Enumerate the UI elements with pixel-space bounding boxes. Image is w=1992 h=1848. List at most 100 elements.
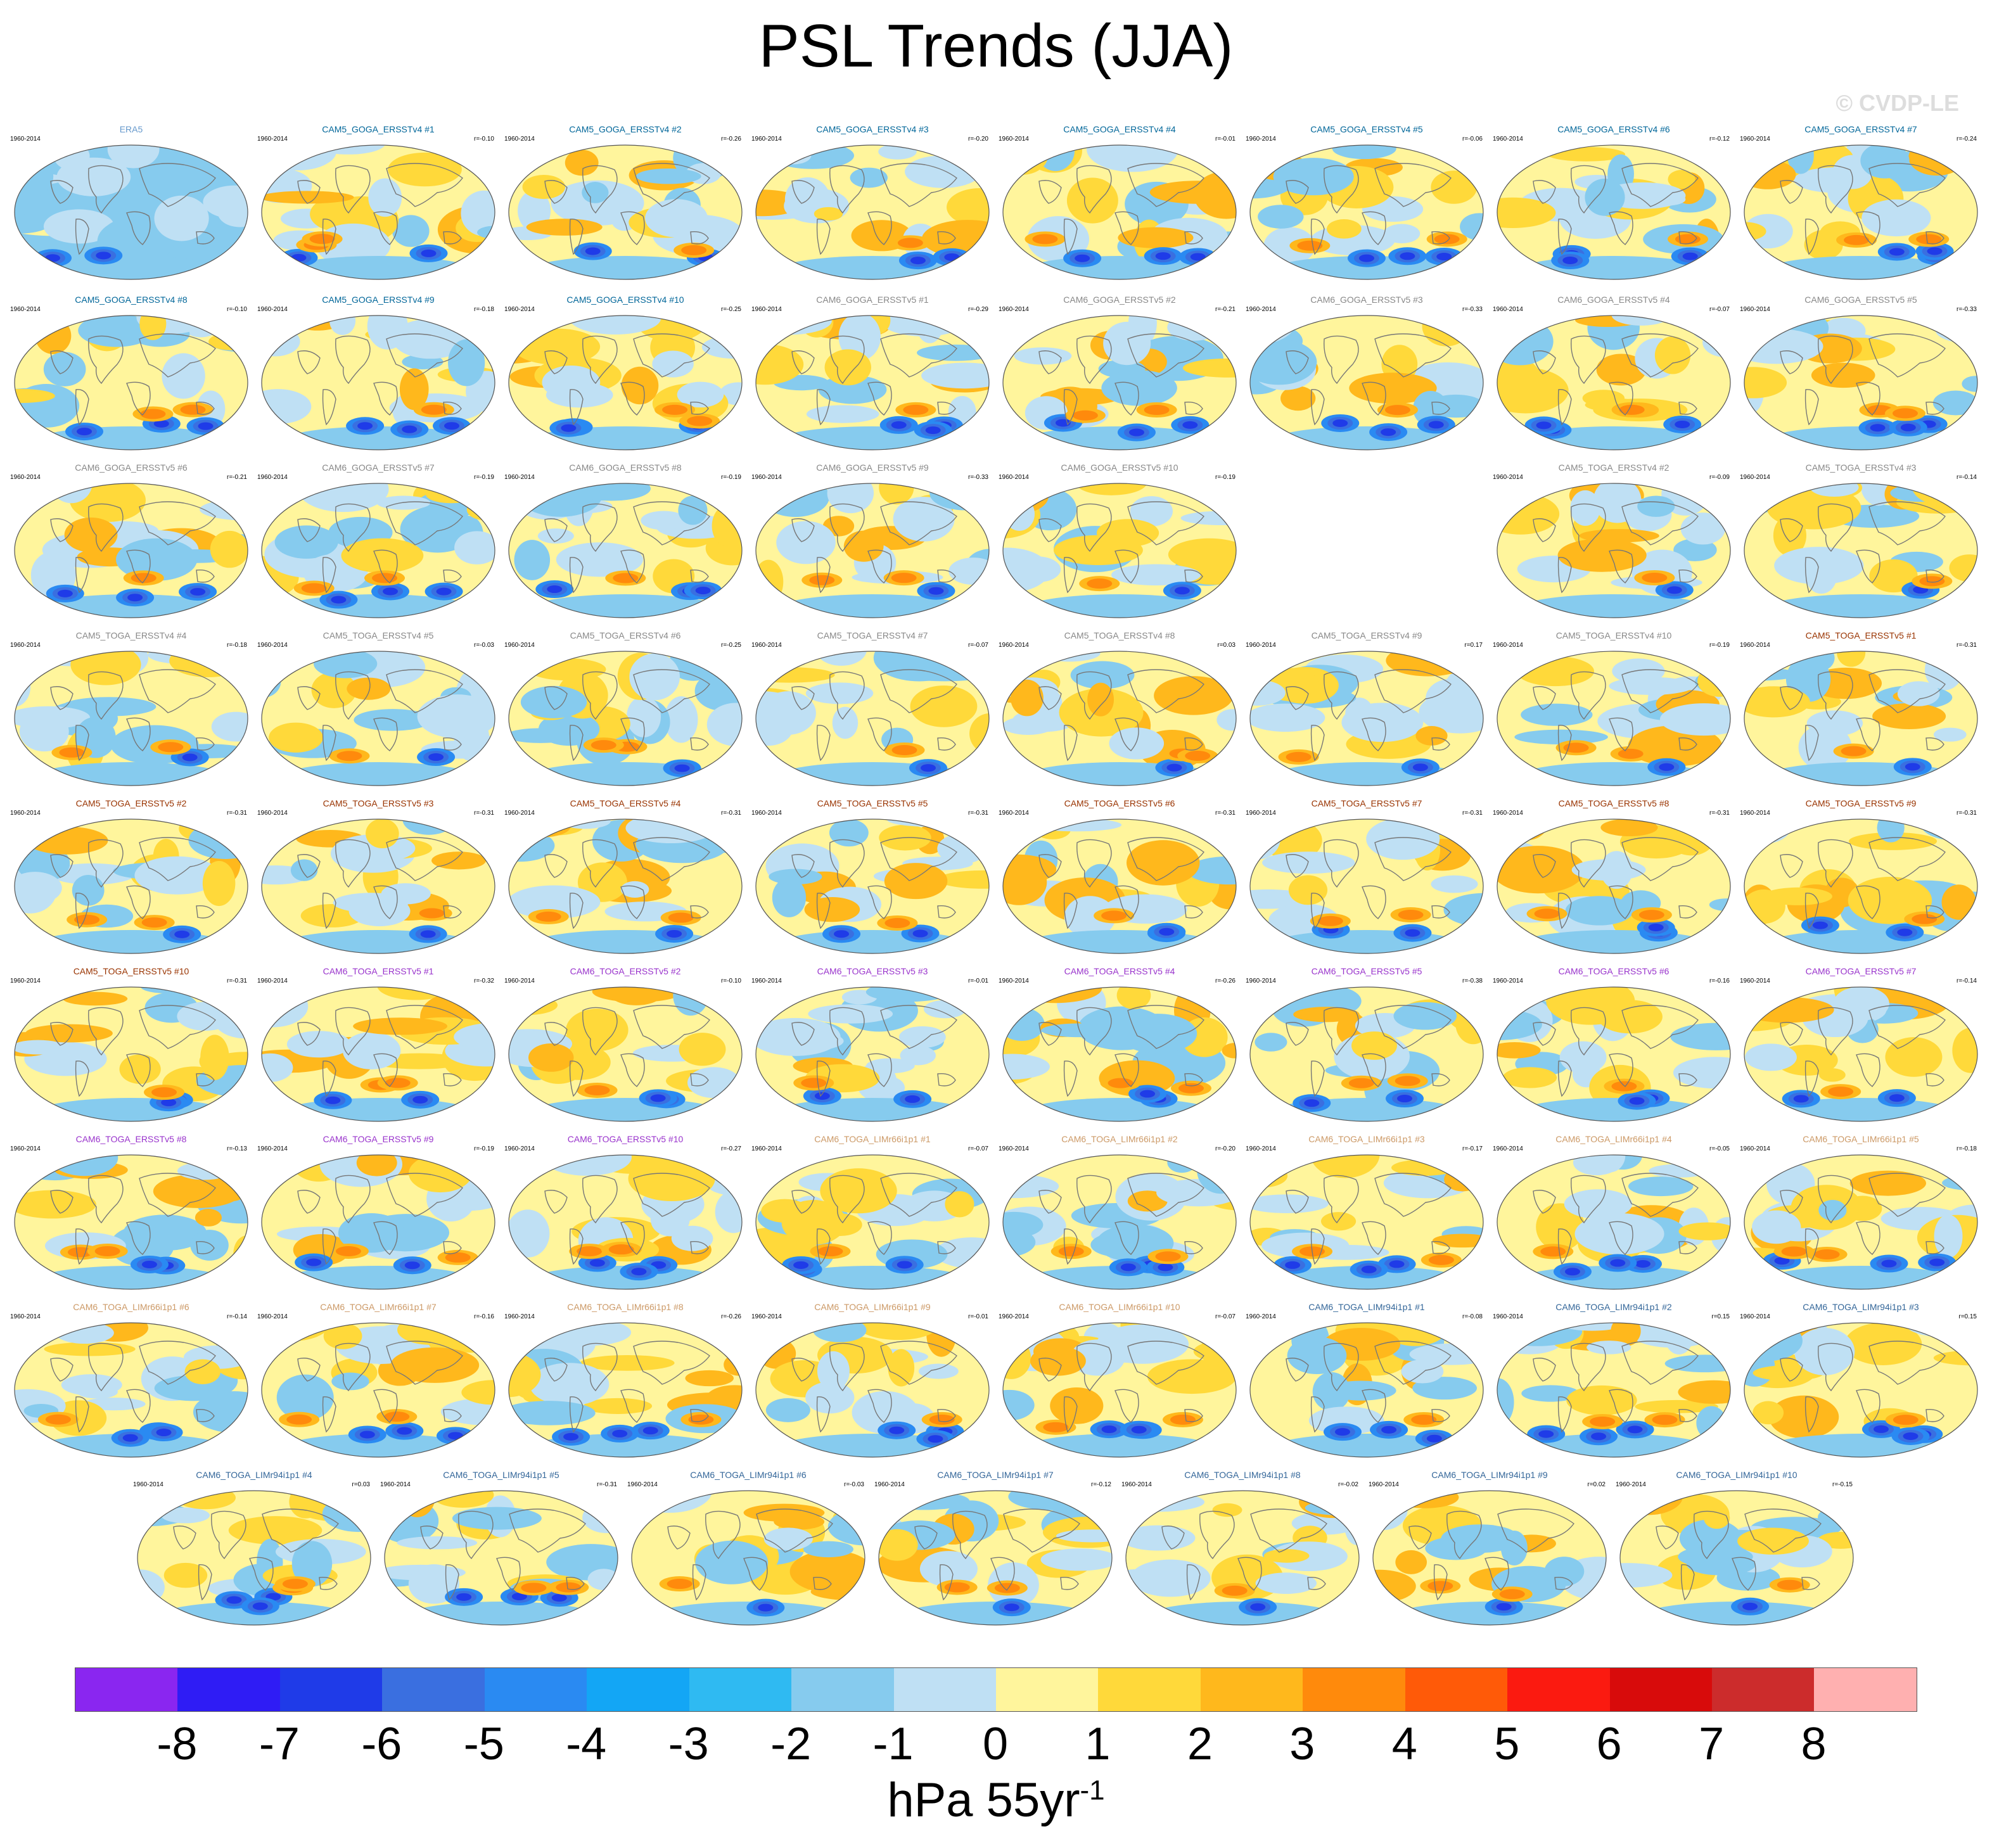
trend-blob — [814, 207, 843, 221]
coastline — [88, 1342, 124, 1392]
trend-blob — [1216, 709, 1236, 731]
trend-low — [920, 764, 936, 772]
panel-period: 1960-2014 — [1740, 642, 1770, 649]
trend-low — [905, 1095, 921, 1103]
coastline — [633, 1173, 710, 1217]
trend-high — [903, 404, 929, 415]
coastline — [1818, 503, 1853, 552]
trend-low — [667, 929, 682, 938]
map-panel: CAM6_GOGA_ERSSTv5 #1 1960-2014 r=-0.29 — [749, 295, 996, 461]
trend-low — [1250, 1603, 1266, 1611]
trend-blob — [869, 1076, 905, 1099]
trend-blob — [1753, 1401, 1784, 1425]
panel-title: CAM6_TOGA_LIMr66i1p1 #9 — [814, 1302, 931, 1312]
trend-low — [563, 1432, 579, 1441]
panel-title: CAM5_TOGA_ERSSTv4 #3 — [1805, 462, 1917, 473]
trend-blob — [678, 495, 708, 525]
trend-high — [591, 740, 616, 751]
coastline — [1868, 1005, 1946, 1049]
trend-blob — [1678, 1222, 1730, 1240]
coastline — [445, 1564, 459, 1601]
trend-high — [1434, 234, 1460, 245]
panel-correlation: r=-0.18 — [227, 642, 247, 649]
coastline — [1557, 557, 1572, 594]
coastline — [1127, 837, 1204, 881]
panel-title: CAM6_TOGA_LIMr66i1p1 #2 — [1061, 1134, 1178, 1144]
coastline — [880, 333, 957, 378]
trend-blob — [1745, 1043, 1797, 1071]
trend-low — [1334, 1428, 1350, 1436]
map-border — [261, 651, 495, 786]
panel-period: 1960-2014 — [504, 474, 535, 481]
coastline — [1856, 717, 1880, 751]
trend-blob — [1255, 1033, 1287, 1052]
map-panel: CAM5_TOGA_ERSSTv4 #3 1960-2014 r=-0.14 — [1737, 462, 1984, 628]
panel-period: 1960-2014 — [1493, 474, 1523, 481]
trend-low — [1905, 763, 1920, 771]
map-border — [1002, 315, 1237, 450]
map-panel: CAM6_TOGA_LIMr94i1p1 #6 1960-2014 r=-0.03 — [625, 1470, 872, 1636]
panel-title: CAM6_TOGA_ERSSTv5 #2 — [570, 966, 681, 976]
coastline — [829, 335, 865, 385]
trend-map — [508, 651, 743, 786]
panel-period: 1960-2014 — [1740, 306, 1770, 313]
map-border — [14, 483, 248, 618]
coastline — [569, 557, 584, 594]
coastline — [1310, 1228, 1325, 1265]
map-panel: CAM5_TOGA_ERSSTv4 #6 1960-2014 r=-0.25 — [502, 630, 749, 796]
trend-map — [14, 819, 248, 954]
trend-blob — [1064, 896, 1116, 938]
trend-map — [1002, 819, 1237, 954]
map-panel: CAM6_TOGA_LIMr94i1p1 #10 1960-2014 r=-0.15 — [1613, 1470, 1860, 1636]
trend-blob — [279, 426, 478, 450]
panel-title: CAM5_TOGA_ERSSTv5 #3 — [322, 798, 434, 808]
panel-title: CAM5_GOGA_ERSSTv4 #1 — [322, 124, 435, 134]
trend-blob — [1704, 987, 1730, 998]
trend-high — [577, 1246, 603, 1257]
trend-map — [1744, 144, 1978, 280]
trend-blob — [957, 660, 989, 677]
colorbar-tick-label: -7 — [259, 1719, 300, 1769]
trend-blob — [262, 389, 312, 424]
panel-title: CAM6_TOGA_ERSSTv5 #4 — [1064, 966, 1175, 976]
trend-low — [1627, 1425, 1643, 1434]
coastline — [544, 350, 568, 374]
trend-blob — [606, 987, 667, 1005]
coastline — [139, 1173, 216, 1217]
trend-low — [511, 1593, 527, 1601]
colorbar-segment — [893, 1668, 996, 1711]
coastline — [126, 717, 151, 751]
trend-map — [261, 144, 495, 280]
trend-low — [1426, 1434, 1442, 1443]
coastline — [829, 671, 865, 720]
trend-blob — [1934, 1214, 1963, 1258]
map-border — [14, 651, 248, 786]
coastline — [1818, 1175, 1853, 1224]
map-panel: CAM6_TOGA_ERSSTv5 #2 1960-2014 r=-0.10 — [502, 966, 749, 1132]
trend-map — [261, 819, 495, 954]
coastline — [1680, 1564, 1695, 1601]
trend-blob — [1585, 178, 1625, 216]
trend-map — [1249, 144, 1484, 280]
trend-blob — [626, 696, 661, 737]
trend-blob — [1680, 513, 1726, 545]
trend-blob — [770, 145, 855, 169]
trend-blob — [687, 1067, 741, 1099]
trend-high — [891, 745, 917, 756]
coastline — [1557, 1396, 1572, 1433]
panel-correlation: r=-0.31 — [721, 810, 741, 817]
coastline — [1431, 231, 1450, 245]
trend-map — [1497, 1322, 1731, 1458]
trend-blob — [134, 856, 220, 895]
colorbar-segment — [689, 1668, 792, 1711]
coastline — [1856, 211, 1880, 245]
coastline — [1533, 1358, 1556, 1382]
coastline — [1571, 671, 1606, 720]
map-panel: CAM5_TOGA_ERSSTv5 #4 1960-2014 r=-0.31 — [502, 798, 749, 964]
map-panel: CAM6_GOGA_ERSSTv5 #10 1960-2014 r=-0.19 — [996, 462, 1243, 628]
coastline — [1818, 671, 1853, 720]
panel-correlation: r=-0.31 — [227, 810, 247, 817]
coastline — [1362, 885, 1386, 919]
trend-blob — [1111, 564, 1201, 586]
trend-low — [925, 426, 941, 435]
